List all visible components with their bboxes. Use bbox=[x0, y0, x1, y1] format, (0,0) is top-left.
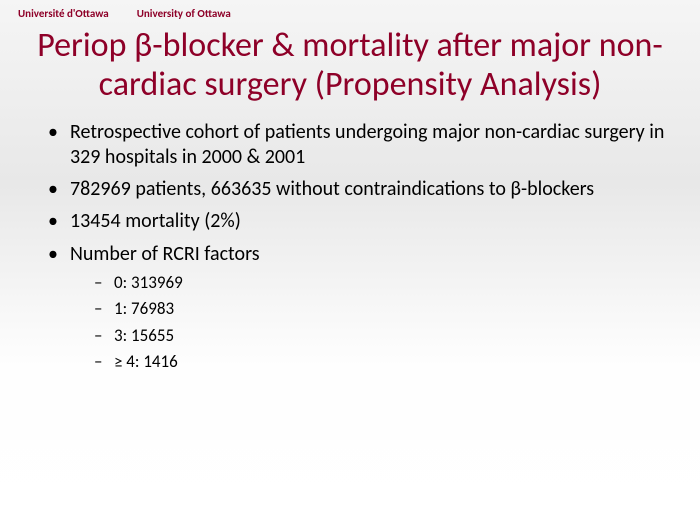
main-bullet-list: Retrospective cohort of patients undergo… bbox=[48, 120, 670, 372]
bullet-item: 13454 mortality (2%) bbox=[48, 209, 670, 233]
sub-bullet-text: 1: 76983 bbox=[114, 298, 174, 319]
bullet-item: Number of RCRI factors 0: 313969 1: 7698… bbox=[48, 242, 670, 372]
bullet-text: Retrospective cohort of patients undergo… bbox=[70, 120, 664, 168]
content-area: Retrospective cohort of patients undergo… bbox=[0, 114, 700, 372]
header-bar: Université d'Ottawa University of Ottawa bbox=[0, 0, 700, 22]
bullet-item: Retrospective cohort of patients undergo… bbox=[48, 120, 670, 169]
sub-bullet-item: 3: 15655 bbox=[94, 325, 670, 346]
bullet-text: Number of RCRI factors bbox=[70, 242, 260, 266]
university-label-fr: Université d'Ottawa bbox=[18, 7, 109, 20]
bullet-text: 13454 mortality (2%) bbox=[70, 209, 241, 233]
bullet-item: 782969 patients, 663635 without contrain… bbox=[48, 177, 670, 201]
sub-bullet-item: 0: 313969 bbox=[94, 272, 670, 293]
sub-bullet-text: 0: 313969 bbox=[114, 272, 183, 293]
bullet-text: 782969 patients, 663635 without contrain… bbox=[70, 177, 594, 201]
sub-bullet-list: 0: 313969 1: 76983 3: 15655 ≥ 4: 1416 bbox=[94, 272, 670, 372]
sub-bullet-item: 1: 76983 bbox=[94, 298, 670, 319]
sub-bullet-text: ≥ 4: 1416 bbox=[114, 351, 178, 372]
sub-bullet-item: ≥ 4: 1416 bbox=[94, 351, 670, 372]
slide-title: Periop β-blocker & mortality after major… bbox=[0, 22, 700, 114]
sub-bullet-text: 3: 15655 bbox=[114, 325, 174, 346]
university-label-en: University of Ottawa bbox=[137, 7, 231, 20]
